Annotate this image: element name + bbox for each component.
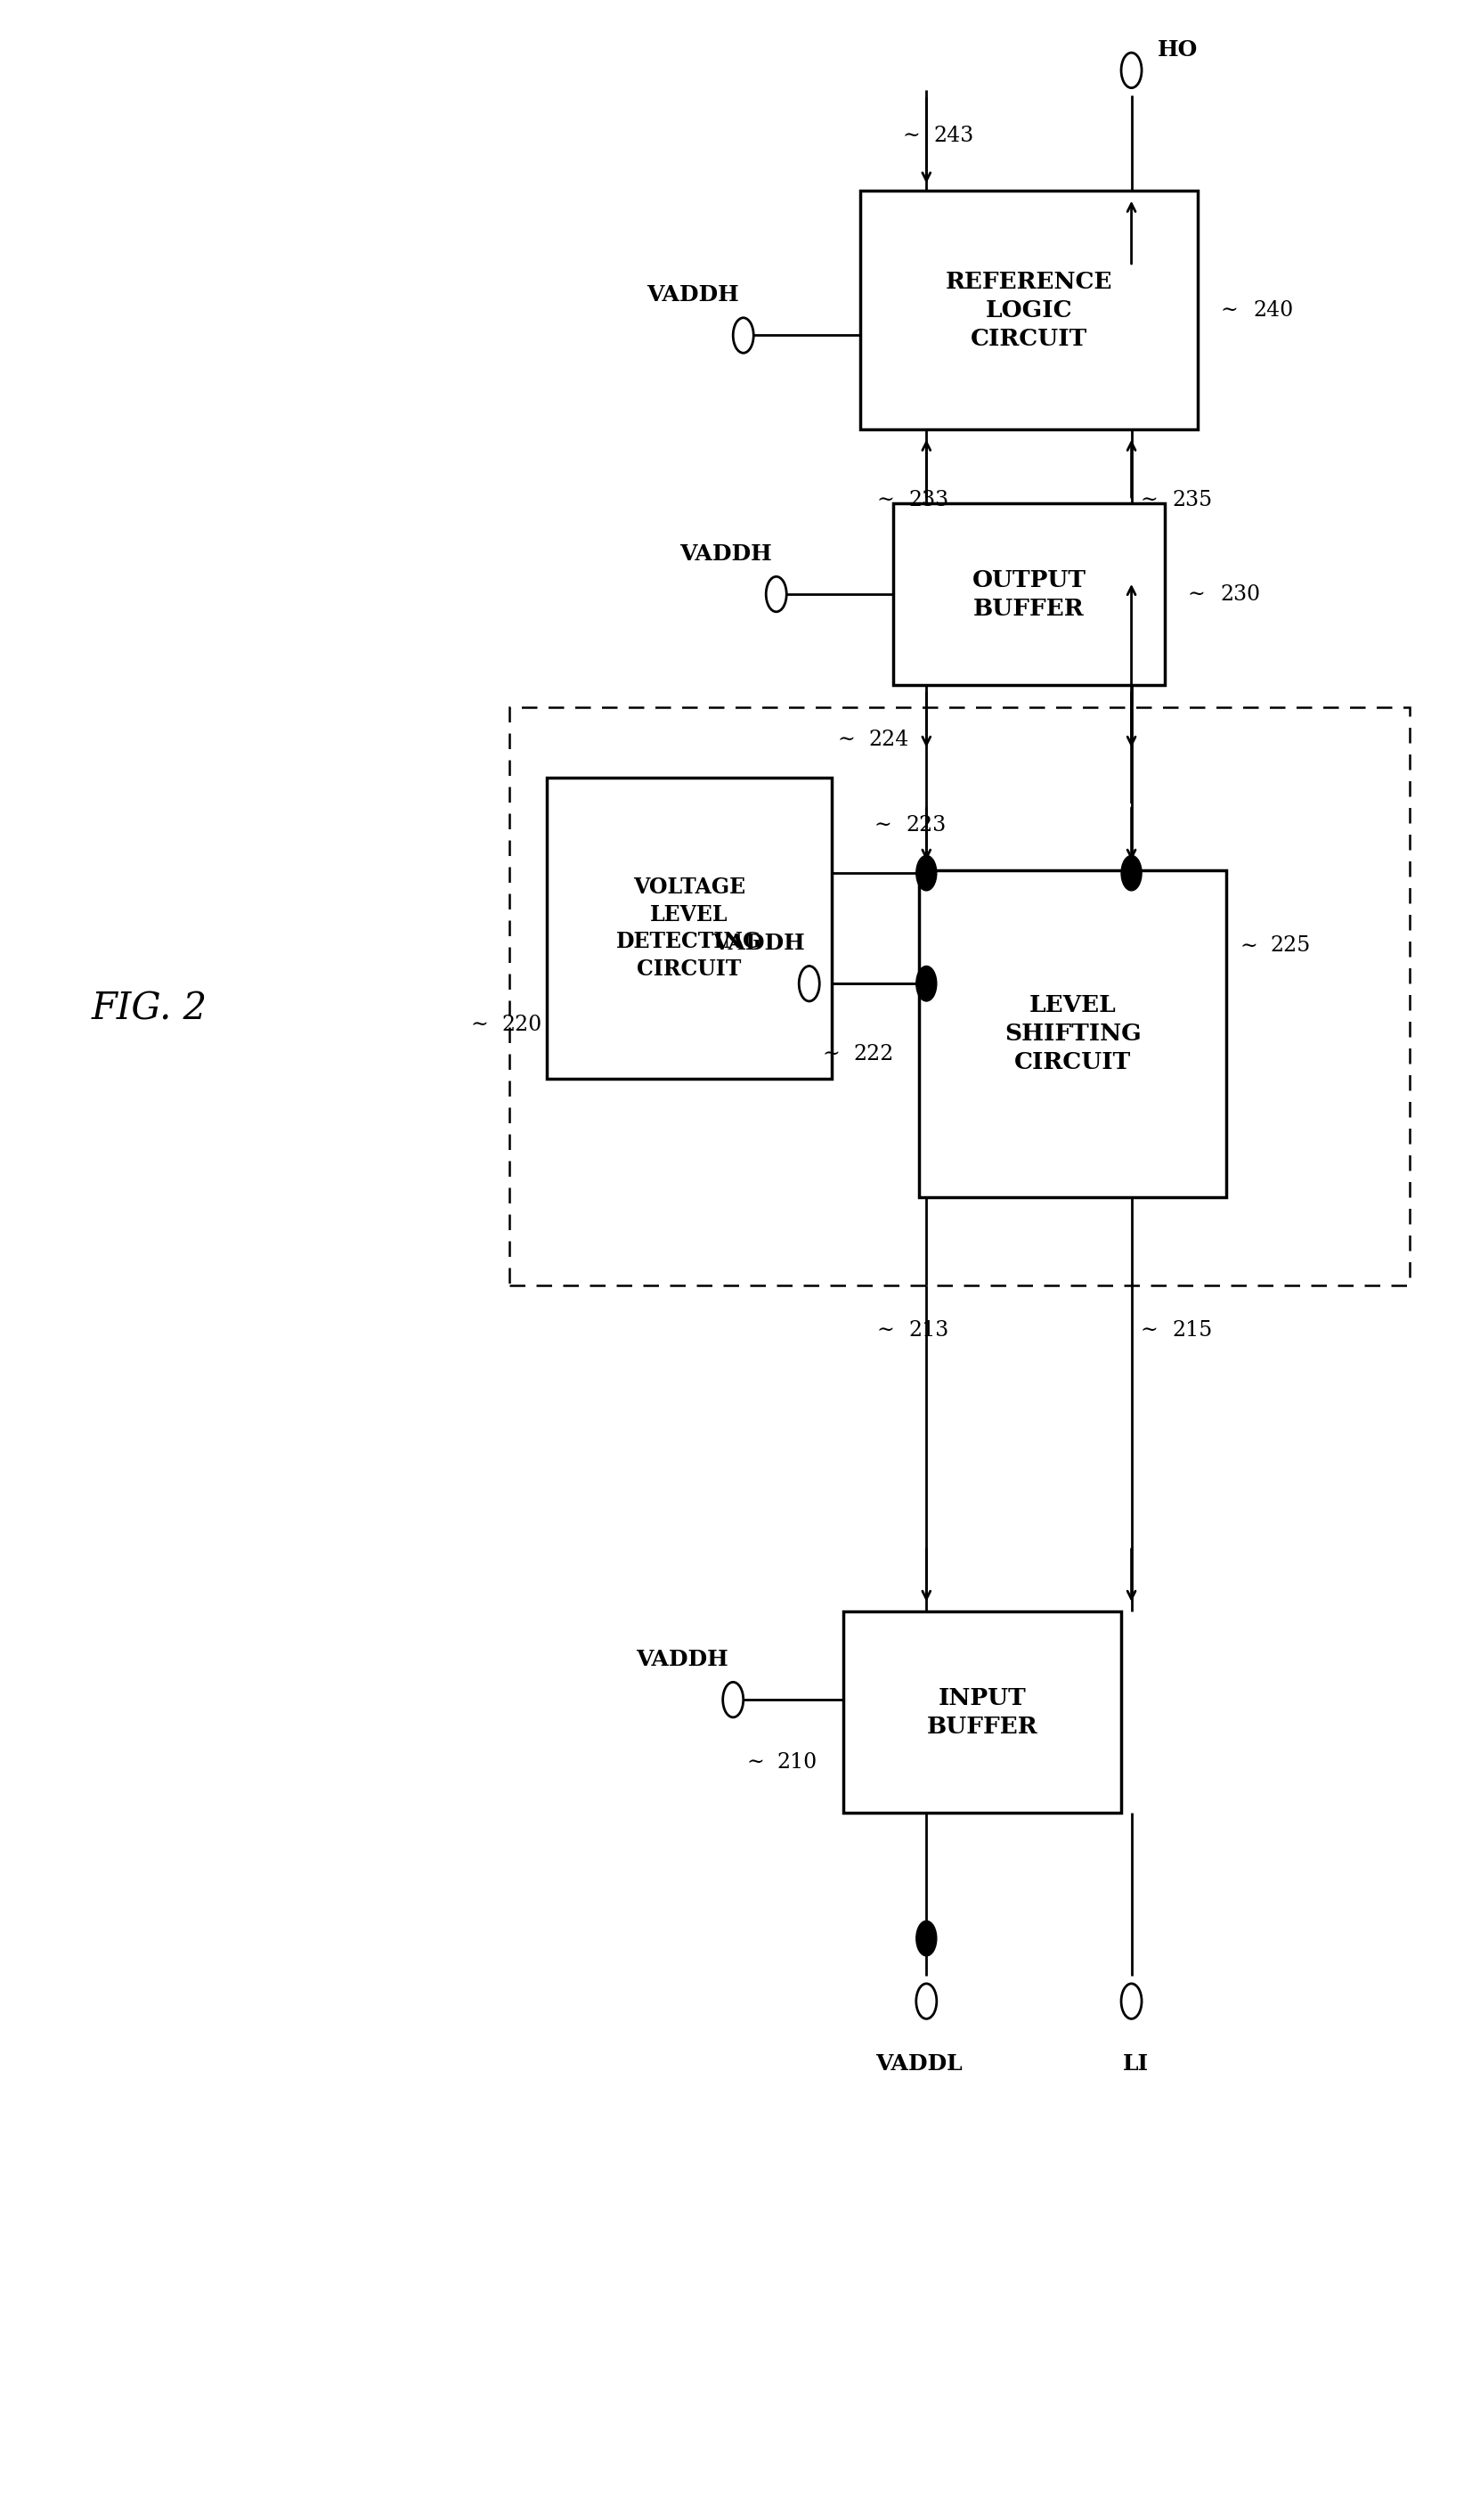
Text: VADDL: VADDL: [876, 2054, 963, 2074]
Circle shape: [723, 1683, 743, 1716]
Circle shape: [916, 965, 936, 1000]
Text: HO: HO: [1158, 40, 1198, 60]
Bar: [919, 869, 1226, 1197]
Text: 243: 243: [933, 126, 974, 146]
Text: ∼: ∼: [1141, 489, 1158, 509]
Circle shape: [916, 854, 936, 890]
Text: ∼: ∼: [471, 1016, 489, 1036]
Text: ∼: ∼: [1188, 585, 1206, 605]
Text: ∼: ∼: [1239, 935, 1257, 955]
Text: ∼: ∼: [874, 814, 891, 837]
Bar: [843, 1613, 1122, 1812]
Circle shape: [733, 318, 754, 353]
Circle shape: [799, 965, 820, 1000]
Circle shape: [765, 577, 786, 612]
Text: FIG. 2: FIG. 2: [91, 990, 208, 1028]
Bar: [894, 504, 1164, 685]
Circle shape: [916, 1920, 936, 1956]
Bar: [546, 779, 832, 1079]
Text: 213: 213: [908, 1320, 949, 1341]
Text: 224: 224: [868, 731, 908, 751]
Text: ∼: ∼: [746, 1751, 764, 1772]
Text: 222: 222: [854, 1043, 894, 1063]
Text: 215: 215: [1172, 1320, 1213, 1341]
Text: ∼: ∼: [877, 489, 894, 509]
Text: ∼: ∼: [823, 1043, 841, 1063]
Text: REFERENCE
LOGIC
CIRCUIT: REFERENCE LOGIC CIRCUIT: [945, 270, 1113, 350]
Text: 240: 240: [1253, 300, 1294, 320]
Text: ∼: ∼: [1220, 300, 1238, 320]
Text: ∼: ∼: [877, 1320, 894, 1341]
Text: OUTPUT
BUFFER: OUTPUT BUFFER: [972, 570, 1086, 620]
Text: 210: 210: [777, 1751, 817, 1772]
Bar: [861, 192, 1197, 428]
Circle shape: [916, 1983, 936, 2019]
Text: ∼: ∼: [838, 731, 855, 751]
Text: VADDH: VADDH: [712, 932, 805, 955]
Text: VOLTAGE
LEVEL
DETECTING
CIRCUIT: VOLTAGE LEVEL DETECTING CIRCUIT: [617, 877, 762, 980]
Text: 225: 225: [1270, 935, 1312, 955]
Circle shape: [1122, 854, 1142, 890]
Text: VADDH: VADDH: [680, 544, 771, 564]
Text: VADDH: VADDH: [636, 1648, 729, 1671]
Text: 233: 233: [908, 489, 949, 509]
Text: LI: LI: [1123, 2054, 1148, 2074]
Text: 230: 230: [1220, 585, 1260, 605]
Text: INPUT
BUFFER: INPUT BUFFER: [926, 1686, 1038, 1739]
Text: VADDH: VADDH: [646, 285, 739, 305]
Circle shape: [1122, 1983, 1142, 2019]
Circle shape: [1122, 53, 1142, 88]
Text: ∼: ∼: [1141, 1320, 1158, 1341]
Bar: [509, 708, 1410, 1285]
Text: LEVEL
SHIFTING
CIRCUIT: LEVEL SHIFTING CIRCUIT: [1004, 995, 1141, 1074]
Text: 220: 220: [502, 1016, 542, 1036]
Text: 223: 223: [905, 814, 946, 837]
Text: ∼: ∼: [902, 126, 920, 146]
Text: 235: 235: [1172, 489, 1213, 509]
